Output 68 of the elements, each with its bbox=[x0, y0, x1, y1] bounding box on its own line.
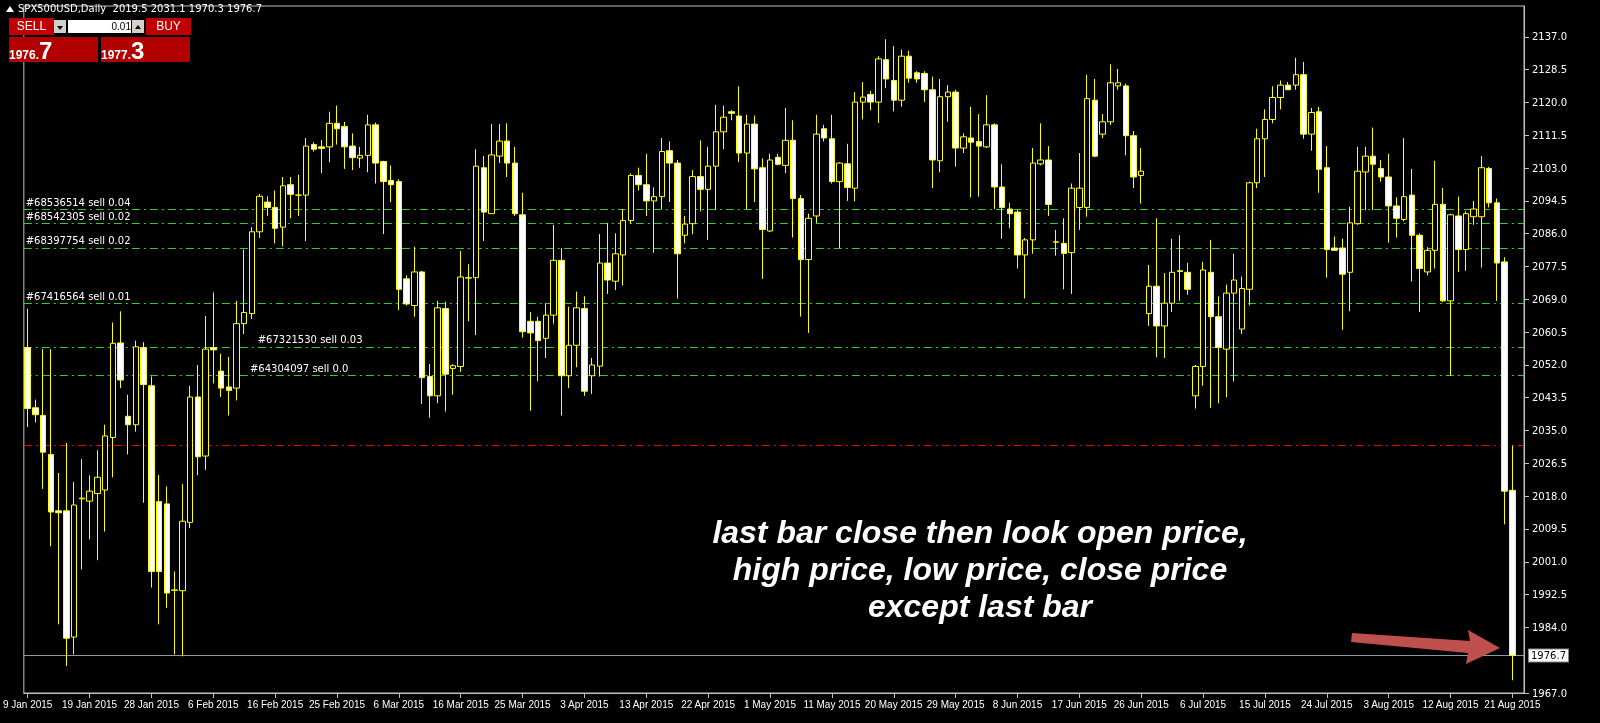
y-tick-label: 2128.5 bbox=[1532, 64, 1567, 76]
annotation: 1976.7 bbox=[9, 37, 53, 64]
y-tick-label: 1992.5 bbox=[1532, 589, 1567, 601]
y-tick-label: 1984.0 bbox=[1532, 621, 1567, 633]
x-tick-label: 6 Mar 2015 bbox=[373, 698, 425, 710]
y-tick-label: 2009.5 bbox=[1532, 523, 1567, 535]
annotation: BUY bbox=[146, 18, 191, 35]
y-tick-label: 2026.5 bbox=[1532, 457, 1567, 469]
ref-line-label: #68536514 sell 0.04 bbox=[25, 196, 131, 208]
y-tick-label: 2094.5 bbox=[1532, 195, 1567, 207]
ref-line-label: 1976.7 bbox=[1531, 650, 1566, 662]
x-tick-label: 25 Feb 2015 bbox=[308, 698, 366, 710]
x-tick-label: 17 Jun 2015 bbox=[1051, 698, 1108, 710]
annotation: SELL bbox=[9, 18, 54, 35]
annotation: last bar close then look open price, high price, low price, close price except last bar bbox=[711, 514, 1249, 625]
annotation: 1977.3 bbox=[101, 37, 145, 64]
y-tick-label: 2120.0 bbox=[1532, 96, 1567, 108]
y-tick-label: 1967.0 bbox=[1532, 687, 1567, 699]
x-tick-label: 3 Apr 2015 bbox=[560, 698, 610, 710]
candlestick bbox=[1177, 234, 1183, 302]
x-tick-label: 26 Jun 2015 bbox=[1113, 698, 1170, 710]
x-tick-label: 11 May 2015 bbox=[803, 698, 861, 710]
x-tick-label: 29 May 2015 bbox=[926, 698, 985, 710]
ref-line-label: #67416564 sell 0.01 bbox=[25, 290, 131, 302]
y-tick-label: 2069.0 bbox=[1532, 293, 1567, 305]
x-tick-label: 9 Jan 2015 bbox=[2, 698, 53, 710]
y-tick-label: 2103.0 bbox=[1532, 162, 1567, 174]
candlestick bbox=[125, 394, 131, 455]
y-tick-label: 2001.0 bbox=[1532, 556, 1567, 568]
lot-size-field: 0.01 bbox=[68, 20, 131, 33]
y-tick-label: 2111.5 bbox=[1532, 129, 1567, 141]
candlestick bbox=[1184, 262, 1191, 296]
x-tick-label: 8 Jun 2015 bbox=[992, 698, 1043, 710]
x-tick-label: 25 Mar 2015 bbox=[494, 698, 552, 710]
x-tick-label: 13 Apr 2015 bbox=[619, 698, 674, 710]
x-tick-label: 15 Jul 2015 bbox=[1239, 698, 1292, 710]
chart-title: SPX500USD,Daily 2019.5 2031.1 1970.3 1976.7 bbox=[18, 3, 263, 14]
x-tick-label: 12 Aug 2015 bbox=[1422, 698, 1480, 710]
y-tick-label: 2077.5 bbox=[1532, 261, 1567, 273]
y-tick-label: 2086.0 bbox=[1532, 228, 1567, 240]
x-tick-label: 16 Mar 2015 bbox=[432, 698, 490, 710]
ref-line-label: #67321530 sell 0.03 bbox=[257, 334, 363, 346]
y-tick-label: 2052.0 bbox=[1532, 359, 1567, 371]
x-tick-label: 1 May 2015 bbox=[743, 698, 797, 710]
ref-line-label: #68397754 sell 0.02 bbox=[25, 235, 131, 247]
y-tick-label: 2043.5 bbox=[1532, 392, 1567, 404]
x-tick-label: 22 Apr 2015 bbox=[681, 698, 736, 710]
x-tick-label: 3 Aug 2015 bbox=[1363, 698, 1415, 710]
candlestick bbox=[218, 353, 224, 398]
candlestick bbox=[1053, 229, 1059, 257]
y-tick-label: 2137.0 bbox=[1532, 31, 1567, 43]
x-tick-label: 16 Feb 2015 bbox=[247, 698, 304, 710]
candlestick bbox=[40, 348, 46, 490]
x-tick-label: 20 May 2015 bbox=[864, 698, 924, 710]
y-tick-label: 2060.5 bbox=[1532, 326, 1567, 338]
y-tick-label: 2018.0 bbox=[1532, 490, 1567, 502]
x-tick-label: 21 Aug 2015 bbox=[1484, 698, 1541, 710]
ref-line-label: #68542305 sell 0.02 bbox=[25, 211, 131, 223]
candlestick bbox=[512, 146, 518, 217]
x-tick-label: 19 Jan 2015 bbox=[62, 698, 118, 710]
x-tick-label: 28 Jan 2015 bbox=[123, 698, 180, 710]
candlestick bbox=[736, 85, 742, 163]
x-tick-label: 6 Feb 2015 bbox=[187, 698, 240, 710]
candlestick bbox=[728, 109, 735, 121]
y-tick-label: 2035.0 bbox=[1532, 425, 1567, 437]
x-tick-label: 24 Jul 2015 bbox=[1300, 698, 1354, 710]
ref-line-label: #64304097 sell 0.0 bbox=[249, 363, 349, 375]
x-tick-label: 6 Jul 2015 bbox=[1180, 698, 1227, 710]
